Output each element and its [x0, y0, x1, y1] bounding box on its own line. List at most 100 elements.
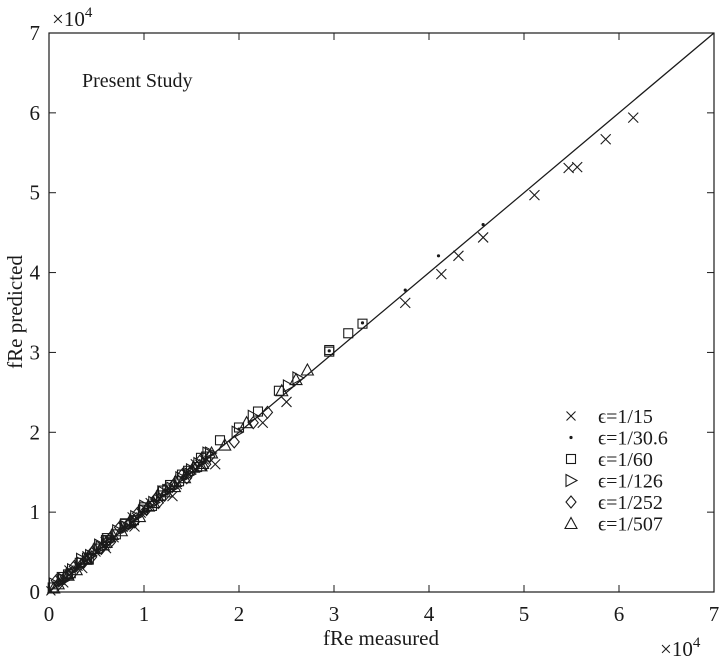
- square-marker-icon: [343, 328, 354, 339]
- square-marker-icon: [252, 406, 264, 417]
- x-tick-label: 6: [614, 602, 625, 626]
- square-marker-icon: [565, 453, 577, 465]
- y-tick-label: 6: [30, 101, 41, 125]
- dot-marker-icon: [360, 321, 365, 325]
- x-marker-icon: [477, 232, 489, 243]
- triangle-right-marker-icon: [76, 552, 89, 567]
- diamond-marker-icon: [228, 435, 240, 449]
- triangle-right-marker-icon: [67, 562, 80, 577]
- triangle-up-marker-icon: [204, 445, 219, 459]
- legend-label: ϵ=1/60: [598, 449, 653, 471]
- x-tick-label: 4: [424, 602, 435, 626]
- triangle-right-marker-icon: [247, 409, 261, 424]
- dot-marker-icon: [569, 435, 573, 440]
- diamond-marker-icon: [113, 520, 126, 535]
- legend-label: ϵ=1/30.6: [598, 428, 668, 450]
- diamond-marker-icon: [247, 415, 259, 430]
- legend-item: ϵ=1/30.6: [569, 428, 668, 450]
- triangle-up-marker-icon: [114, 523, 129, 537]
- legend: ϵ=1/15ϵ=1/30.6ϵ=1/60ϵ=1/126ϵ=1/252ϵ=1/50…: [564, 406, 668, 536]
- legend-item: ϵ=1/60: [565, 449, 653, 471]
- x-marker-icon: [600, 133, 612, 145]
- y-tick-label: 0: [30, 580, 41, 604]
- square-marker-icon: [201, 451, 212, 462]
- triangle-right-marker-icon: [184, 467, 198, 481]
- triangle-up-marker-icon: [239, 415, 254, 429]
- dense-cluster: [46, 445, 219, 596]
- y-tick-label: 2: [30, 420, 41, 444]
- triangle-up-marker-icon: [195, 456, 210, 469]
- triangle-up-marker-icon: [132, 509, 147, 523]
- legend-label: ϵ=1/126: [598, 471, 663, 493]
- triangle-right-marker-icon: [103, 534, 116, 549]
- x-marker-icon: [571, 161, 583, 173]
- triangle-up-marker-icon: [69, 562, 84, 576]
- triangle-up-marker-icon: [123, 513, 138, 526]
- diamond-marker-icon: [50, 573, 63, 588]
- triangle-up-marker-icon: [60, 566, 75, 579]
- triangle-right-marker-icon: [57, 573, 71, 588]
- triangle-right-marker-icon: [292, 371, 306, 385]
- y-tick-label: 3: [30, 340, 41, 364]
- triangle-up-marker-icon: [274, 383, 289, 397]
- x-marker-icon: [627, 112, 639, 124]
- y-tick-label: 7: [30, 21, 41, 45]
- y-tick-labels: 0 1 2 3 4 5 6 7: [30, 21, 41, 604]
- diamond-marker-icon: [261, 405, 274, 420]
- triangle-right-marker-icon: [94, 538, 107, 553]
- square-marker-icon: [214, 435, 226, 446]
- x-marker-icon: [529, 189, 540, 201]
- triangle-up-marker-icon: [564, 516, 578, 530]
- triangle-right-marker-icon: [166, 481, 179, 496]
- triangle-right-marker-icon: [148, 495, 161, 510]
- x-tick-label: 7: [709, 602, 720, 626]
- y-axis-label: fRe predicted: [3, 255, 27, 369]
- y-tick-label: 4: [30, 261, 41, 285]
- x-marker-icon: [435, 268, 447, 280]
- diamond-marker-icon: [204, 449, 216, 464]
- square-marker-icon: [324, 344, 335, 356]
- x-tick-labels: 0 1 2 3 4 5 6 7: [44, 602, 720, 626]
- triangle-right-marker-icon: [139, 499, 152, 514]
- square-marker-icon: [155, 490, 167, 501]
- triangle-right-marker-icon: [282, 379, 296, 393]
- dot-marker-icon: [481, 223, 485, 227]
- legend-label: ϵ=1/15: [598, 406, 653, 428]
- triangle-up-marker-icon: [96, 537, 111, 551]
- legend-item: ϵ=1/126: [565, 471, 663, 493]
- present-study-annotation: Present Study: [82, 70, 193, 92]
- triangle-right-marker-icon: [193, 456, 207, 471]
- x-marker-icon: [453, 250, 464, 262]
- legend-item: ϵ=1/507: [564, 514, 663, 536]
- dot-marker-icon: [436, 254, 441, 258]
- series-x: [57, 112, 639, 588]
- x-marker-icon: [399, 297, 411, 309]
- x-marker-icon: [566, 411, 576, 421]
- x-marker-icon: [257, 417, 269, 429]
- triangle-up-marker-icon: [78, 552, 93, 565]
- triangle-up-marker-icon: [217, 437, 232, 451]
- triangle-up-marker-icon: [186, 460, 201, 473]
- triangle-up-marker-icon: [300, 362, 315, 376]
- square-marker-icon: [357, 318, 368, 329]
- triangle-up-marker-icon: [51, 576, 66, 590]
- x-multiplier: ×104: [660, 635, 701, 660]
- x-tick-label: 3: [329, 602, 340, 626]
- triangle-right-marker-icon: [48, 577, 62, 591]
- triangle-up-marker-icon: [289, 372, 303, 386]
- y-multiplier: ×104: [52, 5, 93, 31]
- x-tick-label: 5: [519, 602, 530, 626]
- triangle-up-marker-icon: [159, 484, 174, 498]
- plot-area: [48, 32, 715, 593]
- legend-label: ϵ=1/252: [598, 492, 663, 514]
- data-markers: [46, 112, 639, 596]
- legend-label: ϵ=1/507: [598, 514, 663, 536]
- x-marker-icon: [563, 162, 575, 174]
- square-marker-icon: [92, 543, 103, 554]
- diamond-marker-icon: [565, 495, 577, 509]
- triangle-right-marker-icon: [202, 446, 216, 461]
- x-marker-icon: [209, 458, 221, 470]
- diamond-marker-icon: [176, 467, 189, 482]
- triangle-right-marker-icon: [175, 470, 189, 485]
